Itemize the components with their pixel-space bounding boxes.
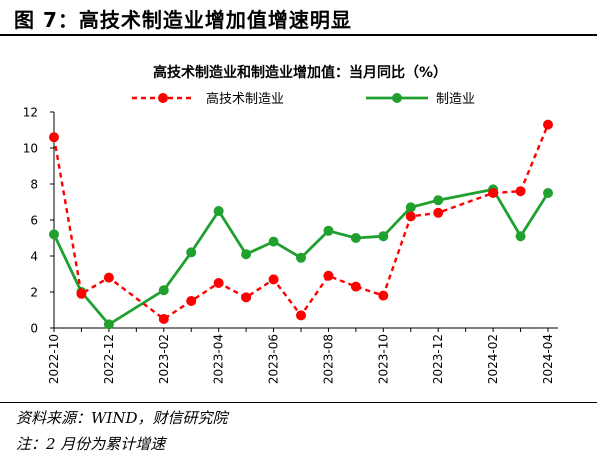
data-point [296,310,306,321]
data-point [323,270,334,281]
data-point [186,247,197,258]
chart-legend: 高技术制造业 制造业 [132,91,475,107]
data-point [158,285,169,296]
data-point [378,290,389,301]
data-point [433,207,444,218]
source-note: 资料来源：WIND，财信研究院 [16,409,228,427]
data-point [213,206,224,216]
data-point [405,202,416,213]
chart-series [49,119,553,330]
data-point [268,236,279,247]
data-point [103,272,114,283]
series-line [52,124,550,321]
x-tick-label: 2023-04 [212,334,226,384]
data-point [378,231,389,242]
y-tick-label: 0 [30,322,38,336]
legend-label: 高技术制造业 [206,91,284,107]
figure-title: 图 7：高技术制造业增加值增速明显 [14,8,352,32]
data-point [158,314,169,324]
data-point [296,252,306,263]
data-point [350,233,361,243]
chart-title: 高技术制造业和制造业增加值：当月同比（%） [153,64,447,81]
y-tick-label: 10 [23,142,38,156]
top-rule [0,34,597,36]
x-tick-label: 2023-12 [431,334,445,384]
data-point [323,225,334,236]
data-point [213,278,224,288]
data-point [515,231,526,242]
x-tick-label: 2022-12 [102,334,116,384]
data-point [488,188,499,198]
data-point [49,132,59,143]
data-point [543,188,553,198]
series-制造业 [49,184,553,330]
bottom-rule [0,402,597,403]
data-point [268,274,279,285]
x-tick-label: 2023-02 [157,334,171,384]
data-point [405,211,416,222]
footnote: 注：2 月份为累计增速 [16,435,166,453]
series-高技术制造业 [49,119,553,324]
x-tick-label: 2023-06 [267,334,281,384]
y-tick-label: 6 [30,214,38,228]
data-point [103,319,114,330]
x-tick-label: 2023-10 [376,334,390,384]
legend-marker [392,93,402,103]
legend-label: 制造业 [436,92,475,107]
data-point [186,296,197,306]
data-point [433,195,444,206]
data-point [49,229,59,240]
chart-axes: 0 2 4 6 8 10 12 2022-10 2022-12 2023-02 2023-04 202… [23,106,558,384]
x-tick-label: 2022-10 [47,334,61,384]
data-point [241,292,252,303]
y-tick-label: 2 [30,286,38,300]
data-point [350,281,361,292]
y-tick-label: 4 [30,250,38,264]
x-tick-label: 2024-04 [541,334,555,384]
data-point [543,119,553,130]
data-point [241,249,252,260]
y-tick-label: 12 [23,106,38,120]
line-chart: 高技术制造业和制造业增加值：当月同比（%） 高技术制造业 制造业 0 2 4 6 8 10 1… [23,64,558,384]
x-tick-label: 2023-08 [321,334,335,384]
legend-marker [158,93,168,103]
y-tick-label: 8 [30,178,38,192]
data-point [76,288,87,299]
data-point [515,186,526,197]
x-tick-label: 2024-02 [486,334,500,384]
